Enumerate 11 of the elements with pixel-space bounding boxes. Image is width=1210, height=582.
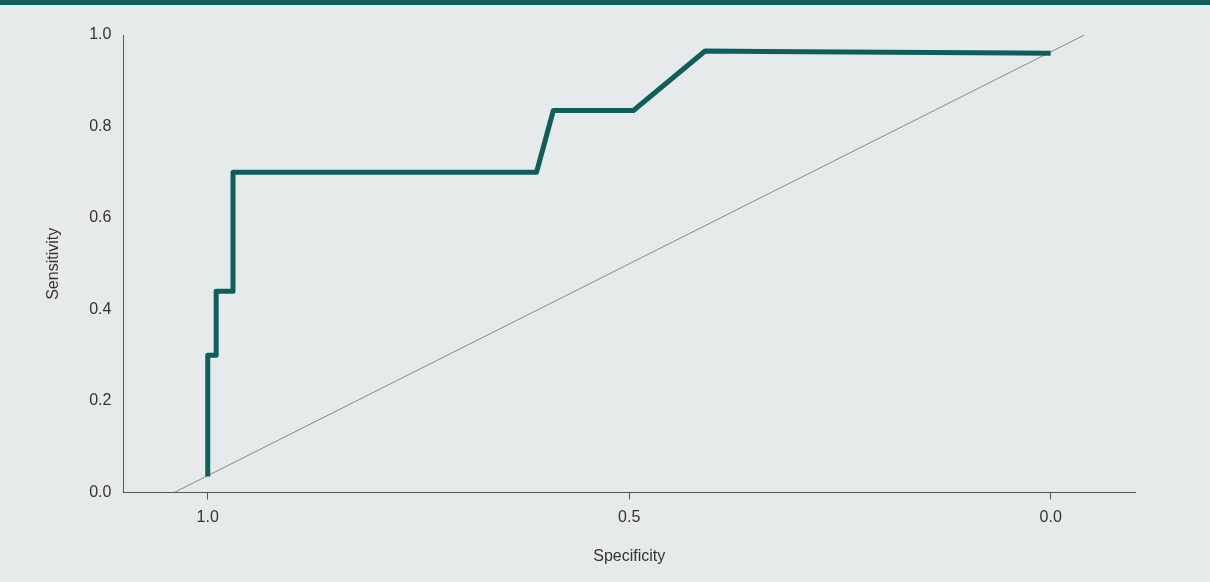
y-axis-title: Sensitivity (44, 227, 62, 300)
y-tick-label: 0.6 (89, 208, 112, 226)
y-tick-label: 1.0 (89, 25, 112, 43)
y-tick-label: 0.4 (89, 299, 112, 317)
x-tick-label: 0.5 (618, 507, 641, 525)
x-tick-label: 0.0 (1039, 507, 1062, 525)
y-tick-label: 0.0 (89, 483, 112, 501)
x-axis-title: Specificity (593, 546, 666, 564)
y-tick-label: 0.2 (89, 391, 112, 409)
x-tick-label: 1.0 (196, 507, 219, 525)
y-tick-label: 0.8 (89, 116, 112, 134)
